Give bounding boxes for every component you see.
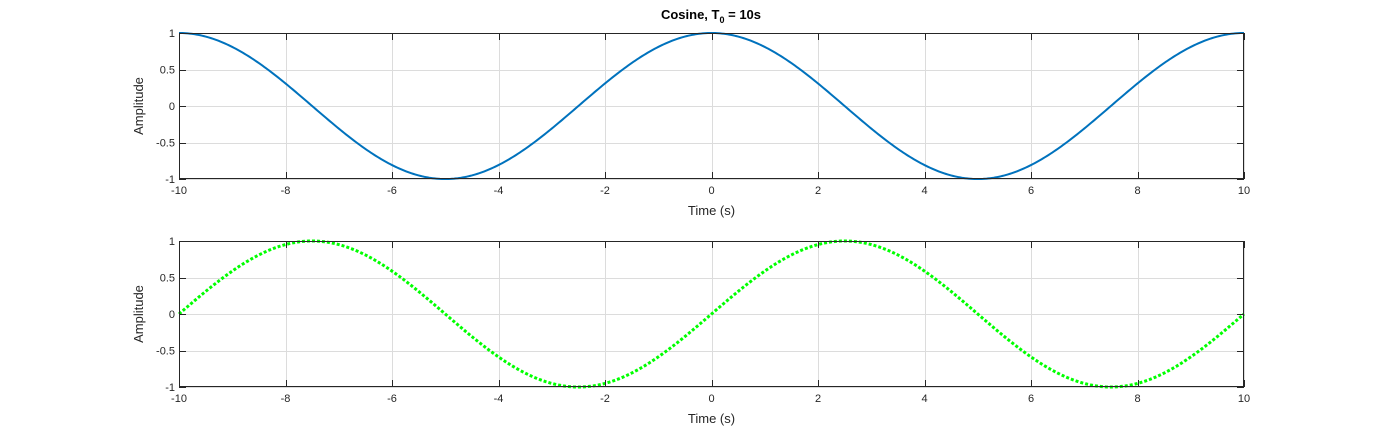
y-tick-label: -1: [165, 382, 175, 394]
title-subscript: 0: [719, 15, 724, 25]
top-y-axis-label: Amplitude: [131, 77, 146, 135]
y-tick-label: 0.5: [160, 65, 175, 77]
bottom-y-axis-label: Amplitude: [131, 285, 146, 343]
figure-title: Cosine, T0 = 10s: [661, 7, 761, 25]
x-tick-label: 6: [1028, 185, 1034, 197]
bottom-x-axis-label: Time (s): [688, 411, 735, 426]
y-tick-label: -1: [165, 174, 175, 186]
y-tick-label: 1: [169, 28, 175, 40]
title-main: Cosine, T: [661, 7, 720, 22]
x-tick-label: -4: [494, 185, 504, 197]
x-tick-label: 6: [1028, 393, 1034, 405]
bottom-subplot-sine: -10 -8 -6 -4 -2 0 2 4 6 8 10 -1 -0.5 0 0.5 1 Time (s) Amp…: [131, 236, 1250, 426]
top-subplot-cosine: -10 -8 -6 -4 -2 0 2 4 6 8 10 -1 -0.5 0 0.5 1 Time (s) Amp…: [131, 28, 1250, 218]
title-rest: = 10s: [725, 7, 762, 22]
x-tick-label: -6: [387, 393, 397, 405]
x-tick-label: -6: [387, 185, 397, 197]
x-tick-label: 2: [815, 185, 821, 197]
x-tick-label: 0: [708, 393, 714, 405]
x-tick-label: 10: [1238, 393, 1250, 405]
x-tick-label: 8: [1134, 185, 1140, 197]
y-tick-label: 0: [169, 101, 175, 113]
x-tick-label: 8: [1134, 393, 1140, 405]
x-tick-label: 4: [921, 393, 927, 405]
y-tick-label: 0.5: [160, 273, 175, 285]
x-tick-label: 4: [921, 185, 927, 197]
x-tick-label: -2: [600, 393, 610, 405]
x-tick-label: 10: [1238, 185, 1250, 197]
x-tick-label: -2: [600, 185, 610, 197]
x-tick-label: 2: [815, 393, 821, 405]
x-tick-label: 0: [708, 185, 714, 197]
x-tick-label: -10: [171, 185, 187, 197]
y-tick-label: -0.5: [156, 138, 175, 150]
bottom-series-line: [178, 239, 1245, 389]
y-tick-label: -0.5: [156, 346, 175, 358]
y-tick-label: 0: [169, 309, 175, 321]
x-tick-label: -8: [281, 185, 291, 197]
x-tick-label: -8: [281, 393, 291, 405]
x-tick-label: -10: [171, 393, 187, 405]
x-tick-label: -4: [494, 393, 504, 405]
y-tick-label: 1: [169, 236, 175, 248]
top-x-axis-label: Time (s): [688, 203, 735, 218]
